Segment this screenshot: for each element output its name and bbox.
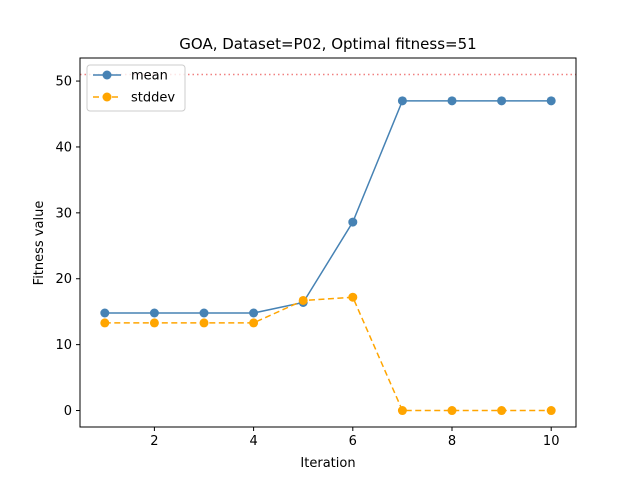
y-tick-label: 0 [64,404,72,419]
legend-label-stddev: stddev [131,91,175,106]
legend-box [86,64,186,112]
data-point-mean [249,308,259,318]
data-point-mean [149,308,159,318]
y-tick-label: 10 [55,338,72,353]
data-point-stddev [249,318,259,328]
legend-label-mean: mean [131,69,168,84]
legend: mean stddev [86,64,186,112]
y-tick-label: 20 [55,272,72,287]
data-point-stddev [100,318,110,328]
series-line-mean [104,100,552,314]
x-tick-label: 6 [349,434,357,449]
data-point-stddev [199,318,209,328]
data-point-mean [199,308,209,318]
data-point-mean [447,96,457,106]
data-point-mean [497,96,507,106]
legend-marker-mean [102,70,112,80]
y-tick-label: 30 [55,206,72,221]
y-axis-label: Fitness value [32,201,47,286]
data-point-stddev [348,292,358,302]
y-tick-label: 40 [55,140,72,155]
series-line-stddev [104,296,552,412]
data-point-stddev [298,295,308,305]
x-tick-label: 8 [448,434,456,449]
data-point-stddev [447,406,457,416]
x-axis-label: Iteration [300,456,355,471]
data-point-mean [100,308,110,318]
x-tick-label: 2 [150,434,158,449]
data-point-mean [348,217,358,227]
x-tick-label: 10 [543,434,560,449]
chart-title: GOA, Dataset=P02, Optimal fitness=51 [179,35,476,53]
data-point-stddev [497,406,507,416]
data-point-mean [546,96,556,106]
x-tick-label: 4 [249,434,257,449]
plot-frame [79,57,577,428]
data-point-stddev [546,406,556,416]
data-point-stddev [149,318,159,328]
y-tick-label: 50 [55,75,72,90]
data-point-mean [397,96,407,106]
data-point-stddev [397,406,407,416]
legend-marker-stddev [102,92,112,102]
